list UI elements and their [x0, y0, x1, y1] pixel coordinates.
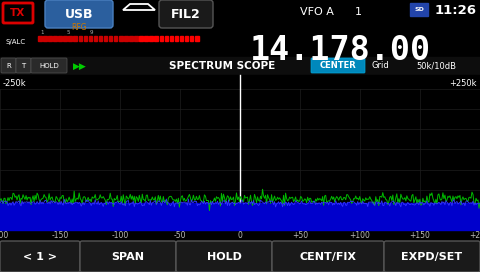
Bar — [159, 36, 163, 41]
Text: VFO A: VFO A — [300, 7, 334, 17]
Bar — [165, 36, 168, 41]
Bar — [169, 36, 173, 41]
Bar — [48, 36, 52, 41]
Text: +250k: +250k — [449, 79, 477, 88]
Bar — [63, 36, 67, 41]
Text: 5: 5 — [66, 30, 70, 36]
Text: RFG: RFG — [71, 23, 87, 32]
FancyBboxPatch shape — [311, 58, 365, 73]
Text: < 1 >: < 1 > — [23, 252, 57, 262]
Text: SPAN: SPAN — [111, 252, 144, 262]
Bar — [43, 36, 47, 41]
Text: SPECTRUM SCOPE: SPECTRUM SCOPE — [169, 61, 275, 71]
Bar — [0, 75, 480, 230]
Text: SD: SD — [414, 7, 424, 12]
Bar — [410, 3, 428, 16]
FancyBboxPatch shape — [31, 58, 67, 73]
Text: FIL2: FIL2 — [171, 8, 201, 20]
Bar — [84, 36, 87, 41]
Bar — [68, 36, 72, 41]
Text: Grid: Grid — [371, 61, 389, 70]
Bar — [79, 36, 82, 41]
Text: +150: +150 — [409, 231, 431, 240]
Text: EXPD/SET: EXPD/SET — [401, 252, 463, 262]
Bar — [129, 36, 132, 41]
Text: -150: -150 — [51, 231, 69, 240]
Text: USB: USB — [65, 8, 93, 20]
Bar — [144, 36, 148, 41]
FancyBboxPatch shape — [80, 241, 176, 272]
Bar — [119, 36, 122, 41]
Text: -250k: -250k — [3, 79, 26, 88]
Text: 14.178.00: 14.178.00 — [250, 33, 431, 66]
Text: 1: 1 — [40, 30, 44, 36]
Text: 0: 0 — [238, 231, 242, 240]
Text: S/ALC: S/ALC — [5, 39, 25, 45]
Bar — [185, 36, 188, 41]
Bar — [124, 36, 128, 41]
Bar — [195, 36, 199, 41]
FancyBboxPatch shape — [45, 0, 113, 28]
Bar — [0, 0, 480, 57]
Bar — [0, 230, 480, 242]
Text: CENTER: CENTER — [320, 61, 356, 70]
FancyBboxPatch shape — [0, 241, 80, 272]
Text: T: T — [22, 63, 25, 69]
Bar — [99, 36, 102, 41]
Text: 1: 1 — [355, 7, 362, 17]
Text: 50k/10dB: 50k/10dB — [416, 61, 456, 70]
FancyBboxPatch shape — [3, 3, 33, 23]
Bar — [0, 240, 480, 272]
Text: CENT/FIX: CENT/FIX — [300, 252, 357, 262]
Bar — [114, 36, 118, 41]
Bar — [53, 36, 57, 41]
Bar — [134, 36, 138, 41]
Bar — [139, 36, 143, 41]
Text: 9: 9 — [89, 30, 93, 36]
Text: +200: +200 — [469, 231, 480, 240]
Bar — [149, 36, 153, 41]
Text: -200: -200 — [0, 231, 9, 240]
FancyBboxPatch shape — [384, 241, 480, 272]
FancyBboxPatch shape — [176, 241, 272, 272]
Bar — [109, 36, 112, 41]
Text: -50: -50 — [174, 231, 186, 240]
Bar — [180, 36, 183, 41]
Bar — [0, 57, 480, 75]
Text: -100: -100 — [111, 231, 129, 240]
Bar — [73, 36, 77, 41]
FancyBboxPatch shape — [1, 58, 16, 73]
Bar — [104, 36, 108, 41]
Text: HOLD: HOLD — [206, 252, 241, 262]
Text: TX: TX — [11, 8, 25, 18]
Bar — [0, 203, 480, 230]
FancyBboxPatch shape — [159, 0, 213, 28]
Bar — [94, 36, 97, 41]
Bar — [89, 36, 92, 41]
Text: +50: +50 — [292, 231, 308, 240]
Text: HOLD: HOLD — [39, 63, 59, 69]
Bar — [58, 36, 62, 41]
Text: 11:26: 11:26 — [435, 4, 477, 17]
Bar — [38, 36, 41, 41]
FancyBboxPatch shape — [16, 58, 31, 73]
FancyBboxPatch shape — [272, 241, 384, 272]
Bar — [175, 36, 178, 41]
Text: ▶▶: ▶▶ — [73, 61, 87, 70]
Bar — [190, 36, 193, 41]
Text: +100: +100 — [349, 231, 371, 240]
Bar — [155, 36, 158, 41]
Text: R: R — [6, 63, 11, 69]
